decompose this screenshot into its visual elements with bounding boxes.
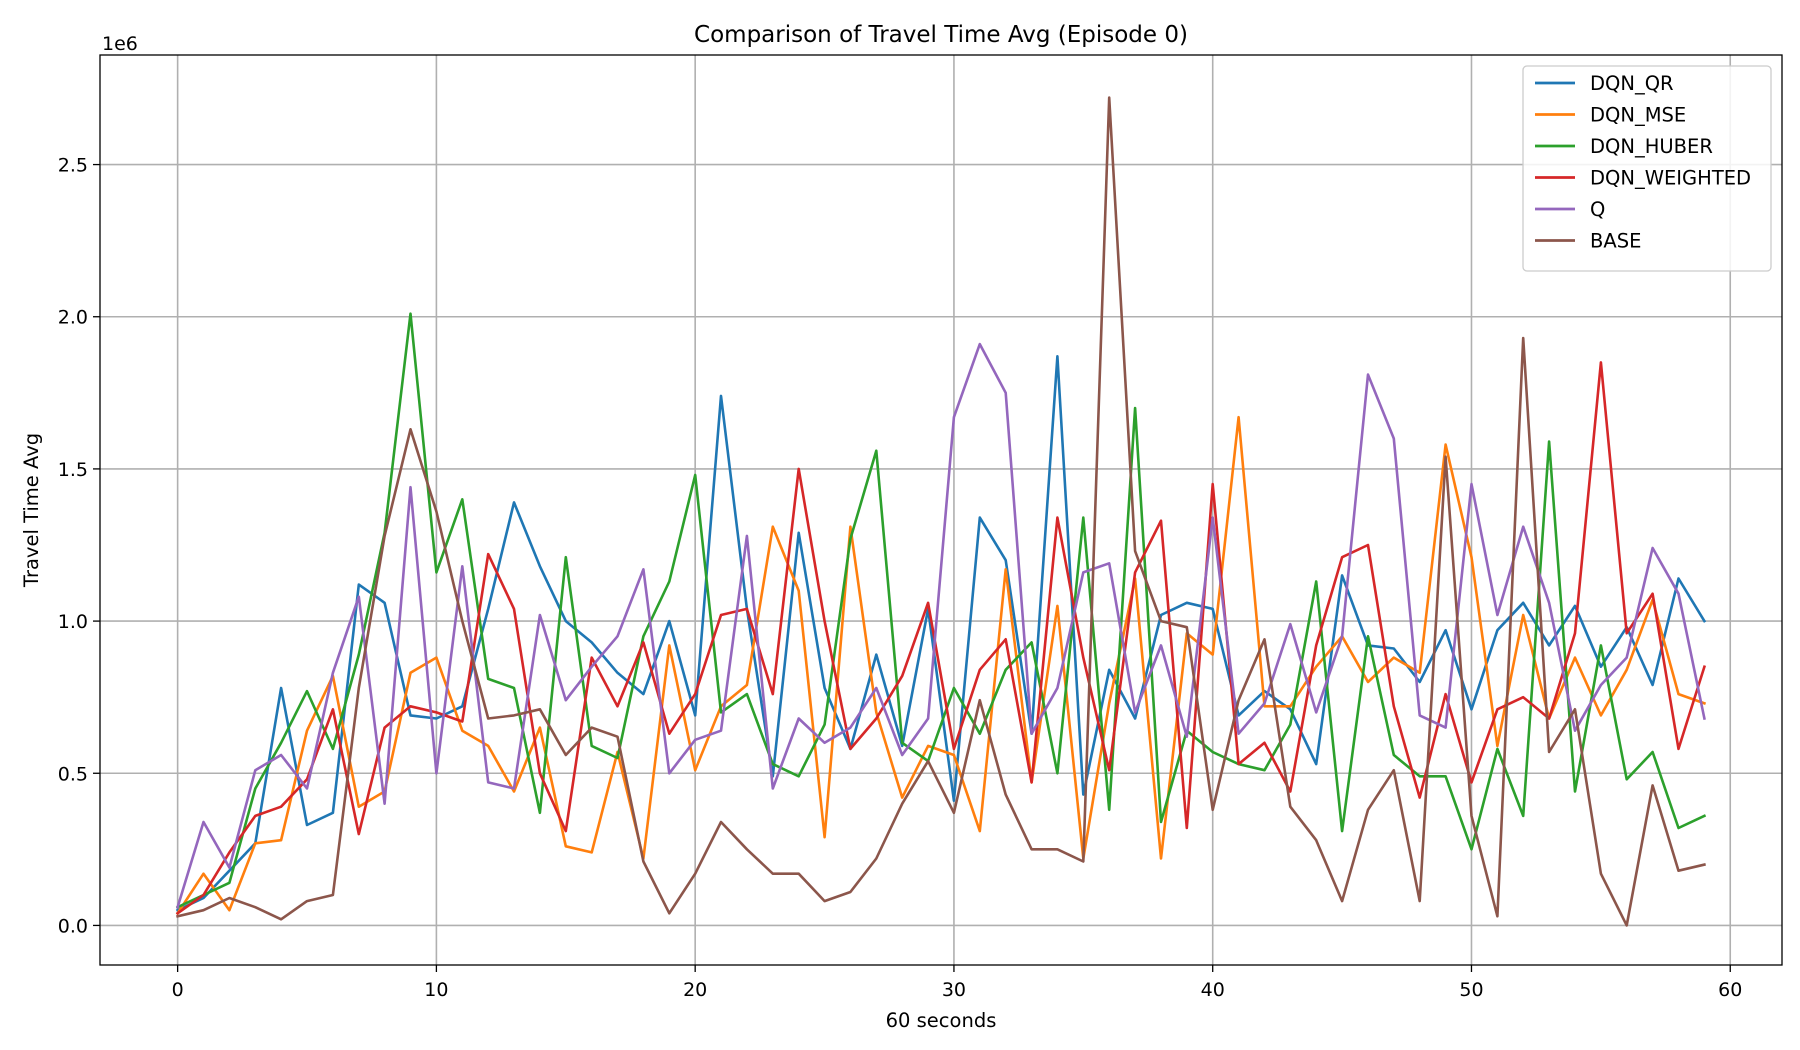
- y-axis-title: Travel Time Avg: [20, 433, 43, 588]
- x-tick-label: 30: [942, 979, 966, 1001]
- legend-label: DQN_WEIGHTED: [1590, 167, 1751, 190]
- legend-box: [1522, 65, 1772, 272]
- series-line-q: [175, 342, 1706, 909]
- series-line-dqn-huber: [175, 312, 1707, 909]
- x-tick-label: 20: [683, 979, 707, 1001]
- y-tick-label: 2.5: [58, 155, 88, 177]
- y-tick-label: 0.0: [58, 915, 88, 937]
- y-tick-label: 1.5: [58, 459, 88, 481]
- axis-ticks: 0 10 20 30 40 50 60 0.0 0.5 1.0 1.5 2.0 2.5: [58, 155, 1743, 1001]
- legend-label: BASE: [1590, 230, 1641, 253]
- chart-title: Comparison of Travel Time Avg (Episode 0…: [694, 22, 1188, 48]
- y-tick-label: 0.5: [58, 763, 88, 785]
- series-line-dqn-mse: [175, 415, 1707, 916]
- x-tick-label: 10: [424, 979, 448, 1001]
- legend-label: DQN_MSE: [1590, 104, 1686, 127]
- series-line-base: [176, 96, 1706, 927]
- legend-label: DQN_HUBER: [1590, 135, 1713, 158]
- y-tick-label: 1.0: [58, 611, 88, 633]
- x-axis-title: 60 seconds: [886, 1009, 997, 1032]
- x-tick-label: 40: [1201, 979, 1225, 1001]
- x-tick-label: 60: [1718, 979, 1742, 1001]
- series-lines: [175, 96, 1707, 927]
- plot-frame: [99, 54, 1783, 966]
- y-tick-label: 2.0: [58, 307, 88, 329]
- x-tick-label: 0: [172, 979, 184, 1001]
- legend-label: DQN_QR: [1590, 72, 1674, 95]
- x-tick-label: 50: [1459, 979, 1483, 1001]
- legend: DQN_QR DQN_MSE DQN_HUBER DQN_WEIGHTED Q BASE: [1522, 65, 1772, 272]
- legend-label: Q: [1590, 198, 1605, 221]
- y-axis-offset-label: 1e6: [102, 33, 138, 55]
